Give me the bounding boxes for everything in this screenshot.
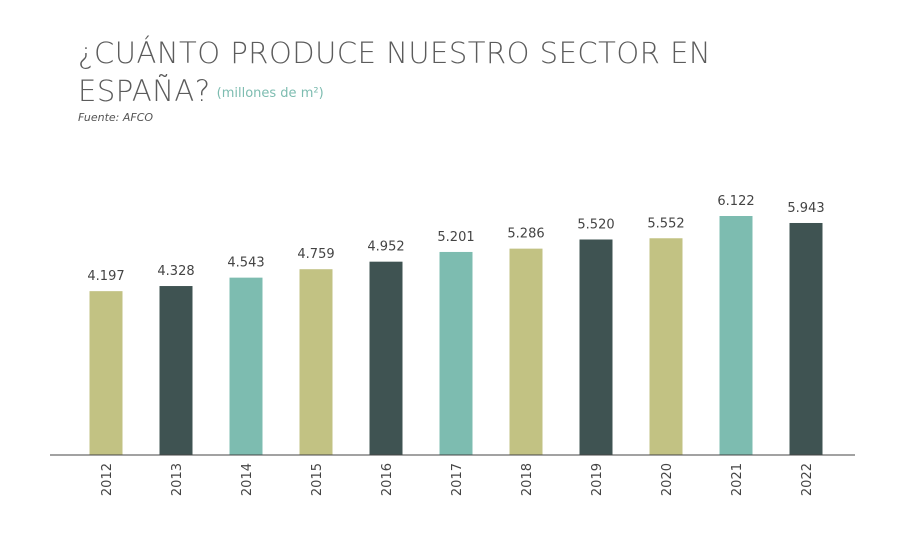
x-tick-label-2019: 2019 [590,463,605,496]
bar-2022 [789,222,823,455]
data-label-2014: 4.543 [227,256,264,271]
data-label-2020: 5.552 [647,216,684,231]
bar-2013 [159,286,193,455]
x-tick-label-2017: 2017 [450,463,465,496]
title-block: ¿CUÁNTO PRODUCE NUESTRO SECTOR EN ESPAÑA… [78,34,858,124]
x-tick-label-2018: 2018 [520,463,535,496]
x-tick-label-2015: 2015 [310,463,325,496]
bar-2015 [299,269,333,455]
chart-title-line-2: ESPAÑA? (millones de m²) [78,72,858,113]
bar-2019 [579,239,613,455]
data-label-2021: 6.122 [717,194,754,209]
data-label-2019: 5.520 [577,218,614,233]
x-tick-label-2014: 2014 [240,463,255,496]
x-tick-label-2012: 2012 [100,463,115,496]
x-tick-label-2016: 2016 [380,463,395,496]
bar-2021 [719,216,753,455]
chart-title-line-1: ¿CUÁNTO PRODUCE NUESTRO SECTOR EN [78,36,712,70]
x-tick-label-2021: 2021 [730,463,745,496]
data-label-2018: 5.286 [507,227,544,242]
bar-2018 [509,248,543,455]
data-label-2015: 4.759 [297,247,334,262]
data-label-2022: 5.943 [787,201,824,216]
x-tick-label-2013: 2013 [170,463,185,496]
data-label-2016: 4.952 [367,240,404,255]
x-tick-label-2022: 2022 [800,463,815,496]
data-label-2012: 4.197 [87,269,124,284]
bar-2017 [439,251,473,455]
bar-2012 [89,291,123,455]
bar-2016 [369,261,403,455]
chart-title-text-2: ESPAÑA? [78,74,211,108]
bar-2020 [649,238,683,455]
bar-2014 [229,277,263,455]
data-label-2013: 4.328 [157,264,194,279]
chart-source: Fuente: AFCO [78,111,154,124]
chart-subtitle: (millones de m²) [216,86,324,101]
x-tick-label-2020: 2020 [660,463,675,496]
data-label-2017: 5.201 [437,230,474,245]
